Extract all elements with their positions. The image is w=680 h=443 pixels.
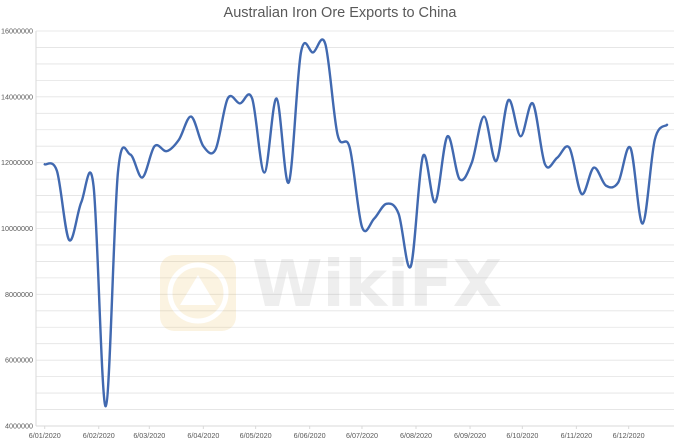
x-tick-label: 6/12/2020 — [613, 431, 645, 440]
y-tick-label: 14000000 — [1, 92, 33, 101]
series-line — [43, 38, 669, 408]
y-tick-label: 12000000 — [1, 158, 33, 167]
y-tick-label: 6000000 — [5, 356, 33, 365]
x-tick-label: 6/08/2020 — [400, 431, 432, 440]
wikifx-logo-icon — [160, 255, 236, 331]
x-tick-label: 6/03/2020 — [133, 431, 165, 440]
watermark-text: WikiFX — [252, 248, 502, 322]
x-tick-label: 6/05/2020 — [240, 431, 272, 440]
x-tick-label: 6/01/2020 — [29, 431, 61, 440]
y-tick-label: 4000000 — [5, 422, 33, 431]
x-tick-label: 6/02/2020 — [83, 431, 115, 440]
x-tick-label: 6/09/2020 — [454, 431, 486, 440]
x-tick-label: 6/07/2020 — [346, 431, 378, 440]
y-tick-label: 16000000 — [1, 27, 33, 36]
x-tick-label: 6/10/2020 — [506, 431, 538, 440]
x-tick-label: 6/04/2020 — [187, 431, 219, 440]
x-tick-label: 6/11/2020 — [561, 431, 592, 440]
chart-title: Australian Iron Ore Exports to China — [223, 5, 457, 21]
x-tick-label: 6/06/2020 — [294, 431, 326, 440]
y-tick-label: 10000000 — [1, 224, 33, 233]
y-tick-label: 8000000 — [5, 290, 33, 299]
